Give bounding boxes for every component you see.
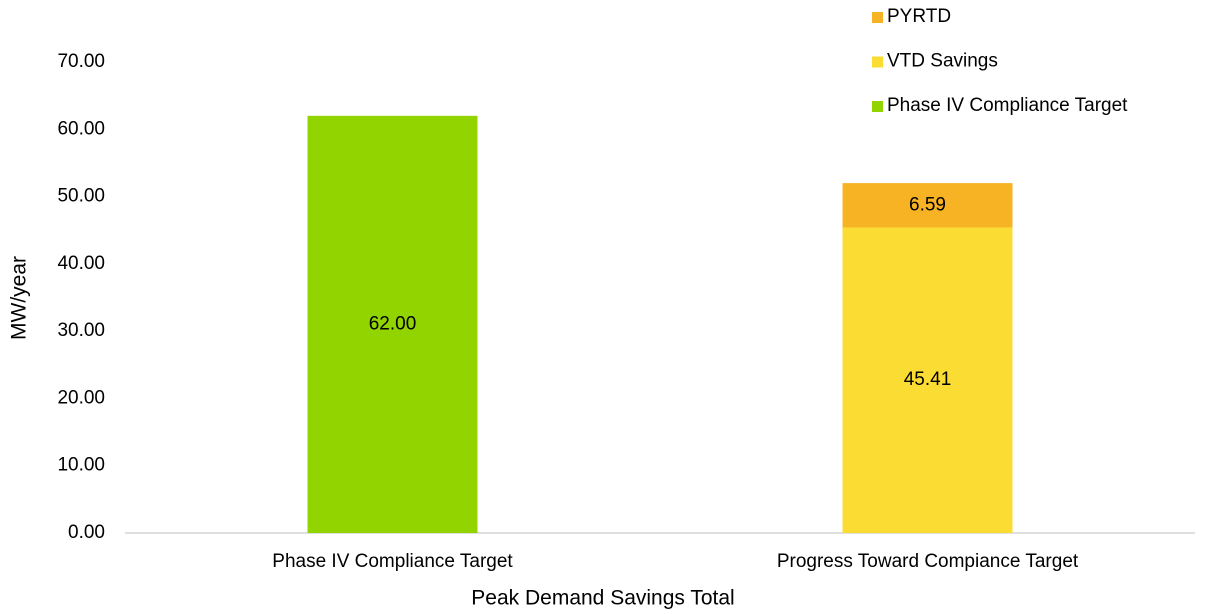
y-tick-label: 10.00	[57, 455, 105, 476]
y-tick-label: 60.00	[57, 118, 105, 139]
y-tick-label: 40.00	[57, 253, 105, 274]
x-tick-label: Phase IV Compliance Target	[272, 551, 513, 572]
data-label: 6.59	[909, 194, 946, 215]
data-label: 45.41	[904, 369, 952, 390]
bar-segment	[307, 115, 478, 533]
y-tick-label: 0.00	[68, 522, 105, 543]
x-axis-title: Peak Demand Savings Total	[471, 587, 734, 610]
bar-segment	[842, 183, 1013, 228]
legend-label: VTD Savings	[887, 51, 998, 72]
data-label: 62.00	[369, 313, 417, 334]
y-axis-title: MW/year	[8, 256, 31, 340]
y-tick-label: 70.00	[57, 51, 105, 72]
legend-swatch	[872, 12, 883, 23]
bar-segment	[842, 227, 1013, 533]
y-tick-label: 50.00	[57, 186, 105, 207]
x-tick-label: Progress Toward Compiance Target	[777, 551, 1079, 572]
legend-swatch	[872, 56, 883, 68]
y-tick-label: 30.00	[57, 320, 105, 341]
legend-label: PYRTD	[887, 6, 951, 27]
legend-swatch	[872, 101, 883, 112]
legend-label: Phase IV Compliance Target	[887, 95, 1128, 116]
y-tick-label: 20.00	[57, 387, 105, 408]
